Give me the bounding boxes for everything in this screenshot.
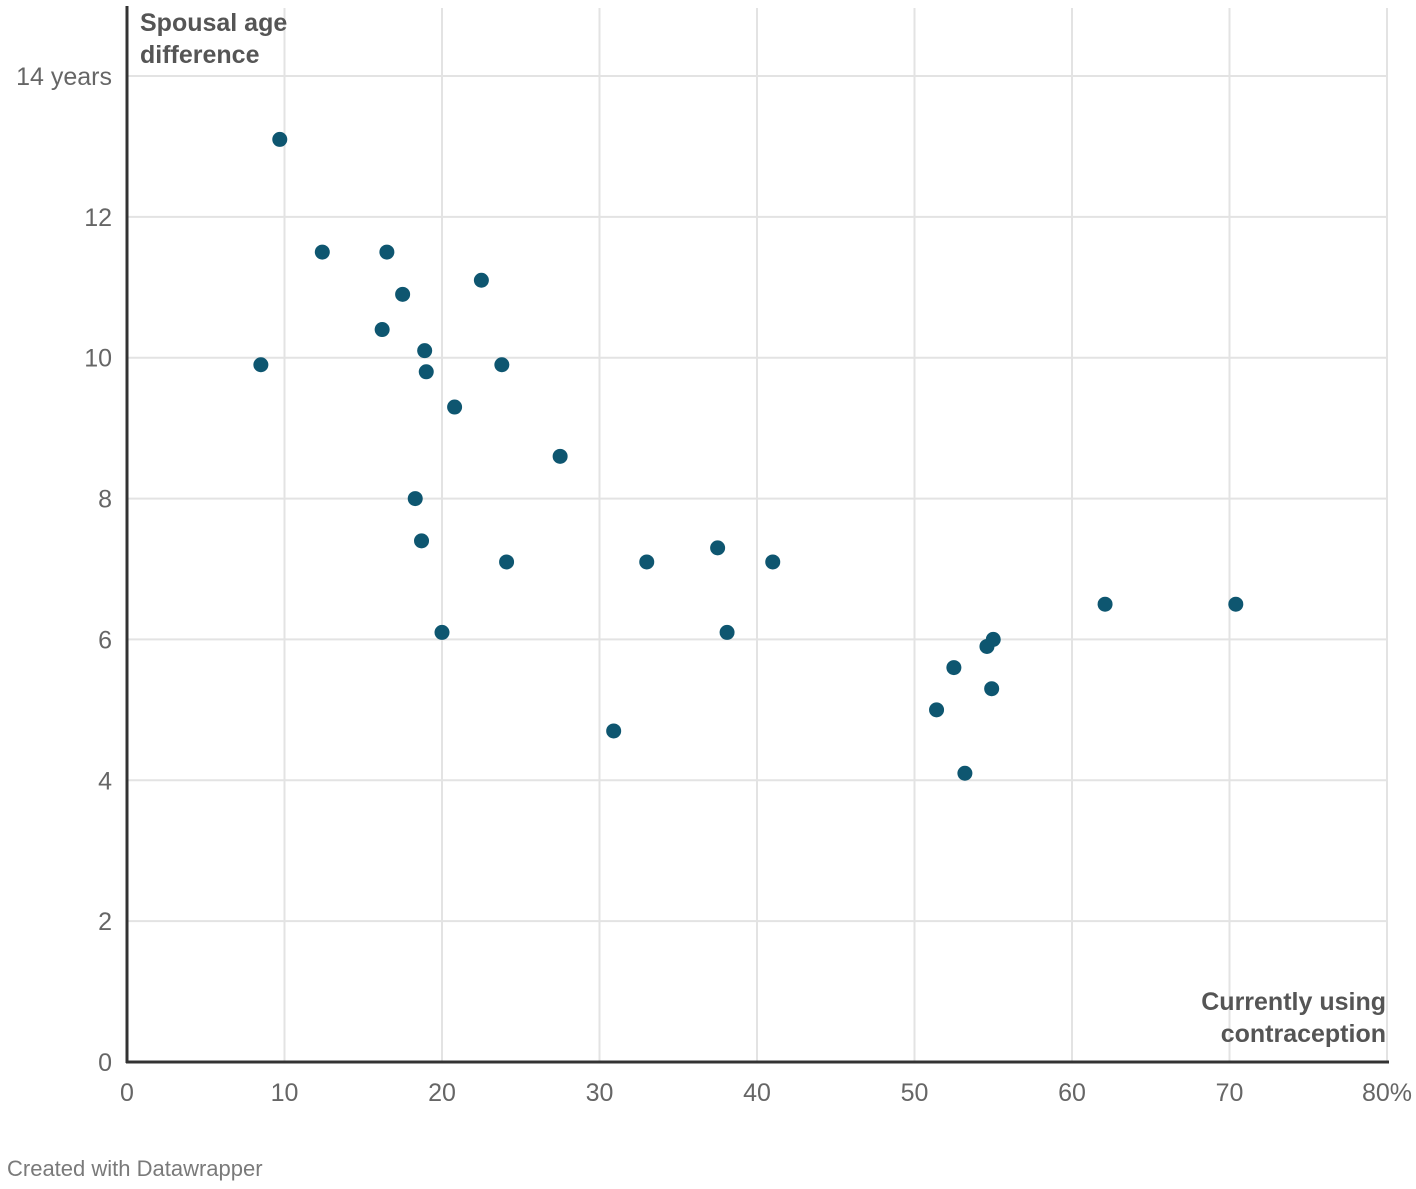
scatter-point <box>314 244 330 260</box>
x-tick-label: 50 <box>901 1079 929 1107</box>
y-axis-title: difference <box>140 41 260 69</box>
y-tick-label: 0 <box>98 1049 112 1077</box>
scatter-point <box>946 660 962 676</box>
scatter-point <box>1097 596 1113 612</box>
scatter-point <box>253 357 269 373</box>
y-tick-label: 10 <box>84 345 112 373</box>
axis-titles: Spousal age difference Currently using cont… <box>140 9 1386 1048</box>
scatter-point <box>473 272 489 288</box>
grid-layer <box>127 8 1388 1062</box>
scatter-point <box>957 765 973 781</box>
points-layer <box>253 131 1244 781</box>
scatter-point <box>1228 596 1244 612</box>
scatter-point <box>407 491 423 507</box>
x-axis-title: contraception <box>1221 1020 1386 1048</box>
y-axis-title: Spousal age <box>140 9 287 37</box>
scatter-chart: 0 10 20 30 40 50 60 70 80% 0 2 4 6 8 10 12 14 years Spou… <box>16 6 1412 1107</box>
scatter-point <box>929 702 945 718</box>
y-tick-label: 6 <box>98 626 112 654</box>
scatter-point <box>639 554 655 570</box>
scatter-point <box>272 131 288 147</box>
scatter-point <box>719 624 735 640</box>
y-tick-label: 4 <box>98 767 112 795</box>
x-tick-label: 70 <box>1216 1079 1244 1107</box>
x-tick-label: 20 <box>428 1079 456 1107</box>
scatter-point <box>606 723 622 739</box>
scatter-point <box>985 631 1001 647</box>
scatter-point <box>414 533 430 549</box>
x-tick-label: 80% <box>1362 1079 1412 1107</box>
y-tick-label: 14 years <box>16 63 112 91</box>
x-tick-label: 40 <box>743 1079 771 1107</box>
scatter-point <box>494 357 510 373</box>
scatter-point <box>710 540 726 556</box>
x-tick-label: 0 <box>120 1079 134 1107</box>
scatter-point <box>447 399 463 415</box>
x-tick-label: 10 <box>271 1079 299 1107</box>
scatter-point <box>765 554 781 570</box>
scatter-point <box>418 364 434 380</box>
axis-layer: 0 10 20 30 40 50 60 70 80% 0 2 4 6 8 10 12 14 years <box>16 6 1412 1107</box>
footer-credit: Created with Datawrapper <box>7 1156 263 1181</box>
x-axis-title: Currently using <box>1201 988 1386 1016</box>
scatter-point <box>379 244 395 260</box>
scatter-point <box>984 681 1000 697</box>
scatter-point <box>434 624 450 640</box>
scatter-point <box>374 322 390 338</box>
scatter-point <box>499 554 515 570</box>
x-tick-label: 60 <box>1058 1079 1086 1107</box>
y-tick-label: 12 <box>84 204 112 232</box>
scatter-point <box>552 448 568 464</box>
scatter-point <box>417 343 433 359</box>
y-tick-label: 8 <box>98 486 112 514</box>
x-tick-label: 30 <box>586 1079 614 1107</box>
y-tick-label: 2 <box>98 908 112 936</box>
scatter-point <box>395 286 411 302</box>
